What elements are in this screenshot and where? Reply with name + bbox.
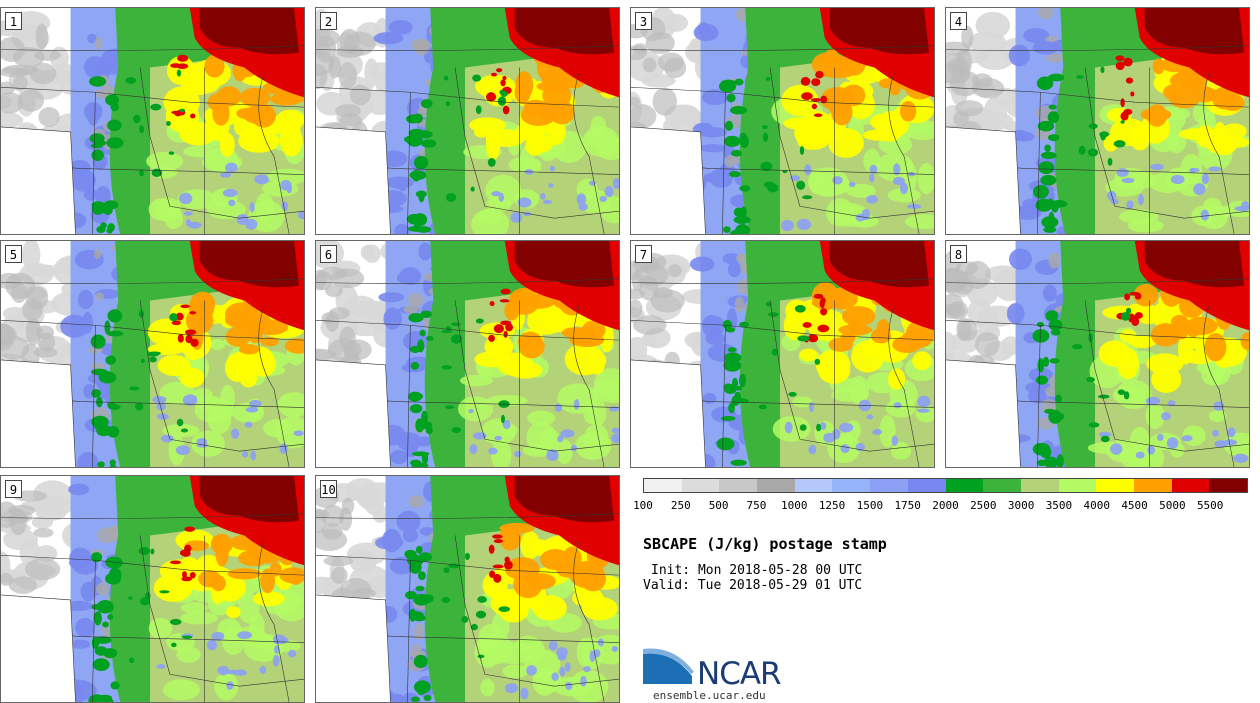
colorbar-swatch (1058, 479, 1097, 492)
colorbar-swatch (1209, 479, 1247, 492)
colorbar-swatch (757, 479, 795, 492)
colorbar-swatch (945, 479, 984, 492)
stamp-member-label: 8 (950, 245, 967, 263)
chart-title: SBCAPE (J/kg) postage stamp (643, 535, 887, 553)
stamp-panel-3: 3 (630, 7, 935, 235)
stamp-panel-10: 10 (315, 475, 620, 703)
colorbar-tick-label: 3000 (1007, 499, 1035, 512)
stamp-member-label: 6 (320, 245, 337, 263)
stamp-member-label: 4 (950, 12, 967, 30)
colorbar-tick-label: 2500 (970, 499, 997, 512)
colorbar-tick-label: 1250 (818, 499, 846, 512)
colorbar-tick-labels: 100 250 500 750 1000 1250 1500 1750 2000 2500 3000… (633, 499, 1253, 513)
colorbar-tick-label: 4500 (1121, 499, 1148, 512)
colorbar-swatch (794, 479, 833, 492)
colorbar-swatch (907, 479, 946, 492)
colorbar-tick-label: 4000 (1083, 499, 1111, 512)
colorbar-swatch (1096, 479, 1134, 492)
colorbar-tick-label: 5000 (1159, 499, 1186, 512)
colorbar-swatch (1171, 479, 1210, 492)
colorbar-swatch (983, 479, 1021, 492)
colorbar-swatch (719, 479, 758, 492)
colorbar-swatch (1020, 479, 1059, 492)
colorbar-swatch (644, 479, 682, 492)
stamp-member-label: 7 (635, 245, 652, 263)
colorbar-tick-label: 750 (746, 499, 767, 512)
stamp-member-label: 1 (5, 12, 22, 30)
stamp-panel-7: 7 (630, 240, 935, 468)
colorbar-tick-label: 1000 (781, 499, 808, 512)
ncar-logo-icon (643, 648, 694, 684)
colorbar-tick-label: 250 (670, 499, 691, 512)
site-url: ensemble.ucar.edu (653, 689, 766, 702)
colorbar-tick-label: 5500 (1196, 499, 1224, 512)
stamp-member-label: 9 (5, 480, 22, 498)
valid-time: Valid: Tue 2018-05-29 01 UTC (643, 578, 863, 593)
colorbar-tick-label: 1750 (894, 499, 921, 512)
stamp-member-label: 10 (320, 480, 337, 498)
init-time: Init: Mon 2018-05-28 00 UTC (651, 563, 863, 578)
stamp-panel-1: 1 (0, 7, 305, 235)
stamp-panel-8: 8 (945, 240, 1250, 468)
colorbar-swatch (870, 479, 908, 492)
stamp-member-label: 2 (320, 12, 337, 30)
stamp-panel-5: 5 (0, 240, 305, 468)
colorbar-swatch (681, 479, 720, 492)
stamp-panel-2: 2 (315, 7, 620, 235)
colorbar (643, 478, 1248, 493)
stamp-member-label: 5 (5, 245, 22, 263)
colorbar-tick-label: 3500 (1045, 499, 1073, 512)
stamp-panel-9: 9 (0, 475, 305, 703)
colorbar-tick-label: 100 (633, 499, 653, 512)
colorbar-tick-label: 1500 (856, 499, 884, 512)
colorbar-tick-label: 500 (708, 499, 729, 512)
stamp-member-label: 3 (635, 12, 652, 30)
ncar-wordmark: NCAR (697, 656, 782, 692)
stamp-panel-4: 4 (945, 7, 1250, 235)
colorbar-swatch (832, 479, 871, 492)
colorbar-tick-label: 2000 (932, 499, 959, 512)
stamp-panel-6: 6 (315, 240, 620, 468)
colorbar-swatch (1133, 479, 1172, 492)
